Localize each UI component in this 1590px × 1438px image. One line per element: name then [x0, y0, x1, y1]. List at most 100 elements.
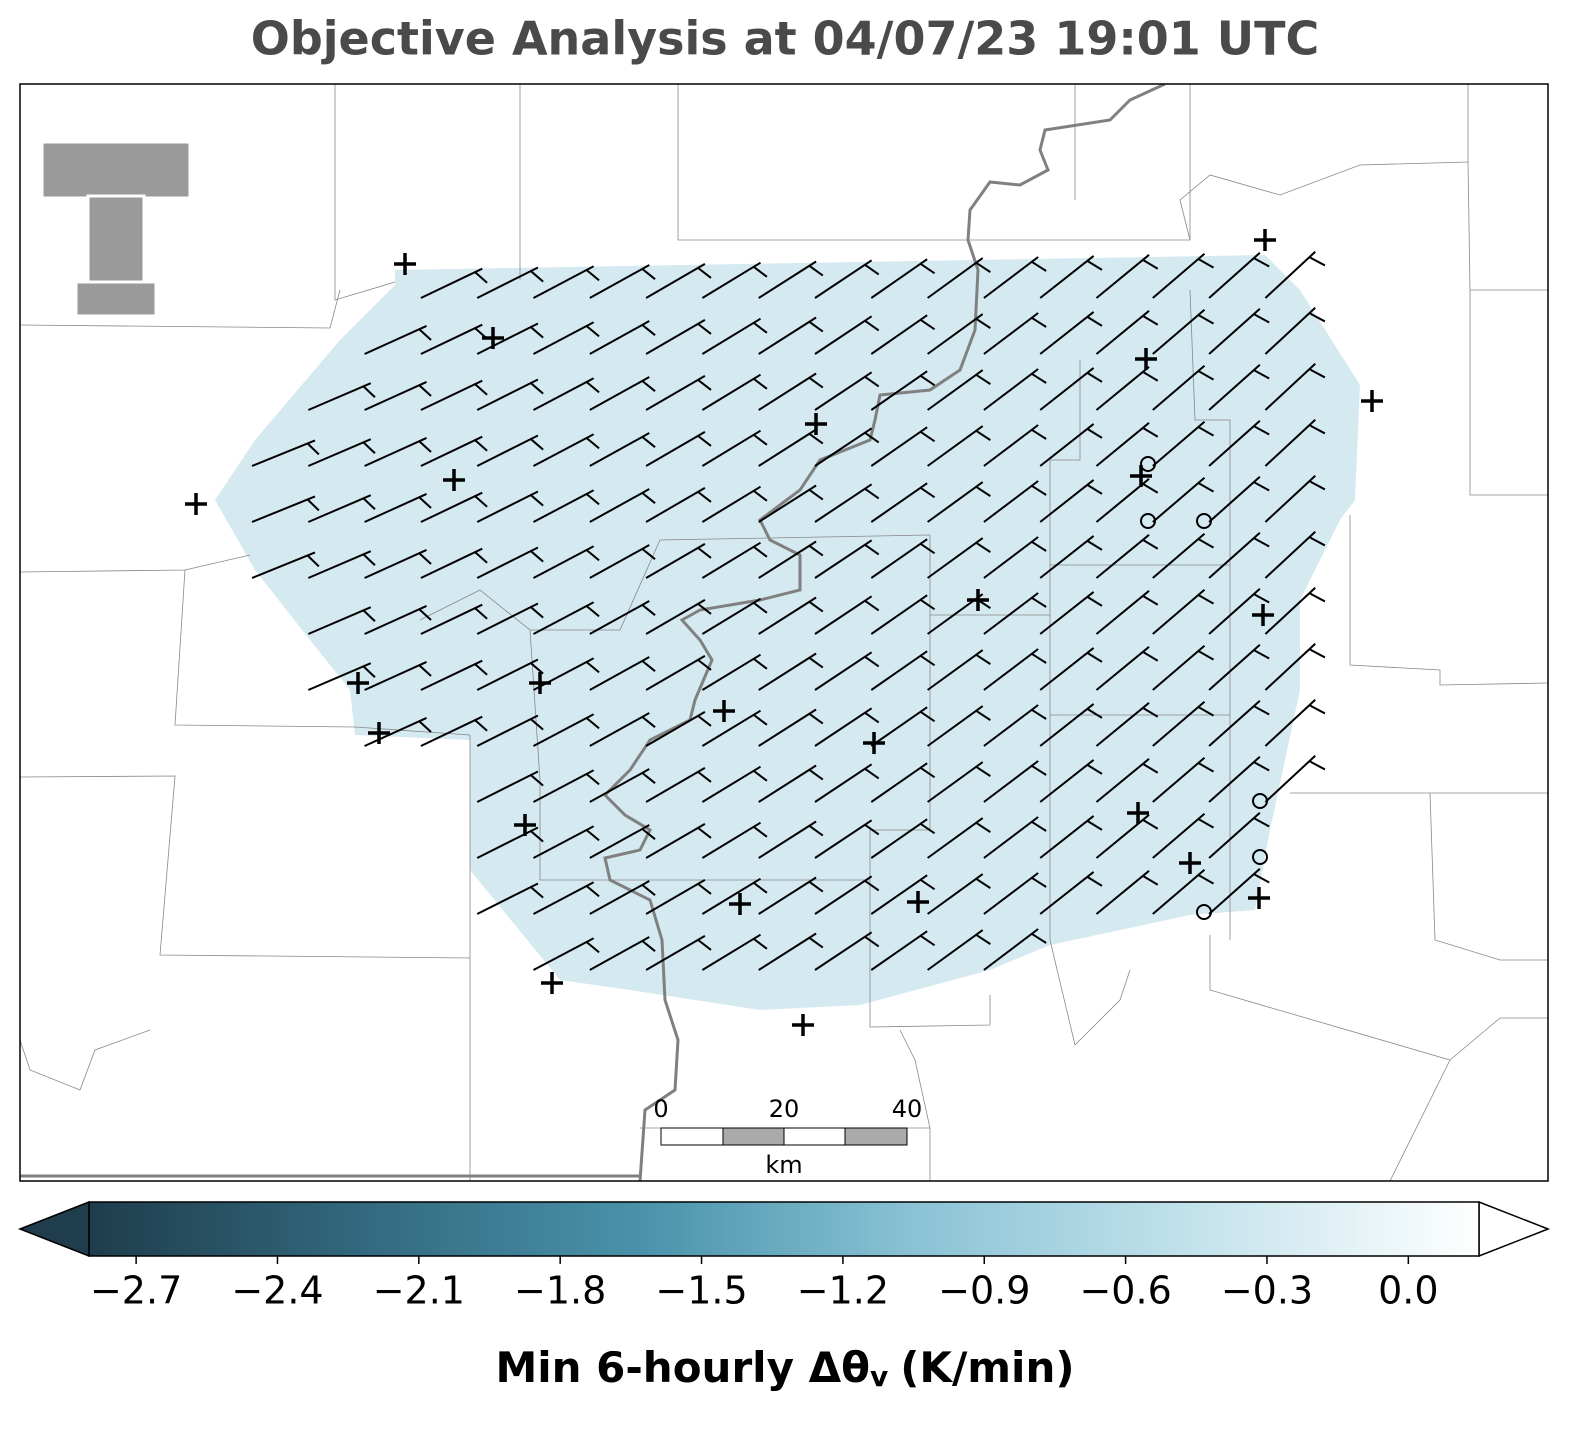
wind-barb-flag	[585, 269, 600, 282]
wind-barb	[1039, 759, 1095, 803]
wind-barb	[420, 323, 483, 355]
wind-barb-flag	[1031, 540, 1047, 552]
wind-barb-flag	[530, 382, 544, 395]
wind-barb-flag	[418, 664, 432, 677]
wind-barb-flag	[474, 719, 488, 732]
wind-barb	[589, 880, 650, 915]
wind-barb	[758, 428, 817, 467]
wind-barb	[533, 321, 595, 355]
wind-barb-flag	[1197, 314, 1214, 325]
wind-barb-flag	[864, 823, 880, 836]
boundary	[1179, 84, 1469, 241]
wind-barb-flag	[753, 266, 768, 278]
wind-barb-flag	[864, 543, 880, 556]
wind-barb-flag	[1031, 932, 1047, 944]
wind-barb	[927, 369, 984, 411]
wind-barb	[814, 483, 873, 523]
wind-barb-flag	[585, 437, 600, 450]
wind-barb-flag	[1197, 482, 1214, 493]
boundary	[1050, 360, 1081, 461]
wind-barb	[1264, 474, 1316, 523]
wind-barb	[645, 766, 706, 803]
colorbar-tick-label: −2.4	[231, 1269, 323, 1313]
wind-barb-flag	[1142, 427, 1159, 438]
colorbar-tick-label: −2.7	[90, 1269, 182, 1313]
wind-barb-flag	[808, 376, 824, 389]
wind-barb-flag	[1308, 424, 1326, 435]
wind-barb	[533, 881, 595, 915]
wind-barb	[1208, 476, 1261, 523]
wind-barb	[870, 314, 928, 355]
wind-barb-flag	[1197, 258, 1214, 269]
wind-barb	[533, 545, 595, 579]
colorbar-label-unit: (K/min)	[900, 1343, 1074, 1392]
wind-barb	[1152, 645, 1206, 691]
wind-barb-flag	[753, 658, 768, 670]
wind-barb	[364, 549, 427, 579]
wind-barb-flag	[1086, 820, 1103, 831]
wind-barb	[476, 882, 539, 915]
station-calm	[1252, 793, 1268, 809]
wind-barb-flag	[641, 940, 656, 952]
boundary	[20, 775, 471, 959]
wind-barb-flag	[975, 261, 991, 273]
wind-barb-flag	[418, 328, 432, 341]
wind-barb-flag	[1308, 760, 1326, 771]
wind-barb-flag	[697, 435, 712, 447]
wind-barb	[364, 605, 427, 635]
wind-barb-flag	[864, 319, 880, 332]
wind-barb	[814, 819, 873, 859]
wind-barb-flag	[1086, 372, 1103, 383]
wind-barb-flag	[585, 493, 600, 506]
wind-barb-flag	[697, 939, 712, 951]
wind-barb	[533, 265, 595, 299]
wind-barb	[1152, 253, 1206, 299]
wind-barb	[870, 426, 928, 467]
wind-barb	[814, 259, 873, 299]
wind-barb	[1264, 250, 1316, 299]
wind-barb-flag	[697, 827, 712, 839]
wind-barb-flag	[1086, 484, 1103, 495]
boundary	[1049, 939, 1131, 1046]
wind-barb	[533, 433, 595, 467]
wind-barb-flag	[920, 598, 936, 611]
wind-barb-flag	[585, 661, 600, 674]
wind-barb-flag	[1142, 483, 1159, 494]
wind-barb-flag	[1253, 761, 1270, 772]
wind-barb	[870, 762, 928, 803]
wind-barb-flag	[1308, 256, 1326, 267]
wind-barb-flag	[975, 877, 991, 889]
wind-barb	[927, 425, 984, 467]
wind-barb-flag	[1253, 649, 1270, 660]
wind-barb	[983, 536, 1039, 579]
logo-bar	[40, 140, 192, 200]
wind-barb	[758, 540, 817, 579]
wind-barb-flag	[585, 829, 600, 842]
wind-barb	[701, 597, 762, 635]
wind-barb-flag	[864, 487, 880, 500]
wind-barb	[533, 601, 595, 635]
scale-seg	[844, 1127, 908, 1146]
wind-barb-flag	[808, 936, 824, 949]
wind-barb	[701, 429, 762, 467]
wind-barb	[589, 936, 650, 971]
wind-barb-flag	[753, 826, 768, 838]
river	[602, 84, 1166, 1181]
boundary	[1429, 792, 1548, 961]
wind-barb	[758, 652, 817, 691]
wind-barb-flag	[1197, 370, 1214, 381]
wind-barb	[870, 482, 928, 523]
wind-barb	[870, 594, 928, 635]
wind-barb	[927, 257, 984, 299]
wind-barb-flag	[1031, 316, 1047, 328]
wind-barb-flag	[808, 488, 824, 501]
wind-barb-flag	[641, 660, 656, 672]
boundary	[20, 289, 341, 329]
wind-barb-flag	[1086, 428, 1103, 439]
boundary	[899, 1029, 931, 1181]
wind-barb	[814, 595, 873, 635]
wind-barb-flag	[585, 325, 600, 338]
wind-barb	[476, 434, 539, 467]
wind-barb	[814, 931, 873, 971]
wind-barb	[814, 707, 873, 747]
